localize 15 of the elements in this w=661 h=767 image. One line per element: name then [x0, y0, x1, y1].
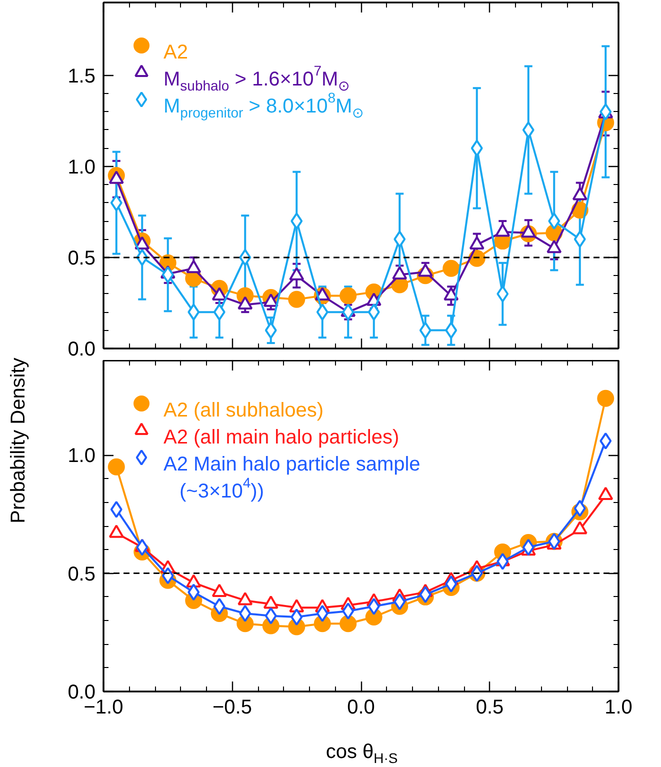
y-tick-label: 0.5 — [68, 247, 96, 270]
y-tick-label: 1.0 — [68, 445, 96, 468]
x-tick-label: −0.5 — [212, 696, 252, 718]
y-tick-label: 0.0 — [68, 682, 96, 704]
x-tick-label: 0.5 — [476, 696, 504, 718]
x-tick-label: 0.0 — [347, 696, 375, 718]
y-tick-label: 0.0 — [68, 338, 96, 360]
y-axis-title: Probability Density — [8, 358, 30, 524]
x-tick-label: 1.0 — [604, 696, 632, 718]
y-tick-label: 1.0 — [68, 156, 96, 178]
y-tick-label: 1.5 — [68, 65, 96, 88]
y-tick-label: 0.5 — [68, 563, 96, 586]
legend-label: A2 (all main halo particles) — [164, 426, 400, 448]
legend-label: A2 — [164, 42, 188, 64]
legend-label: A2 (all subhaloes) — [164, 400, 324, 422]
